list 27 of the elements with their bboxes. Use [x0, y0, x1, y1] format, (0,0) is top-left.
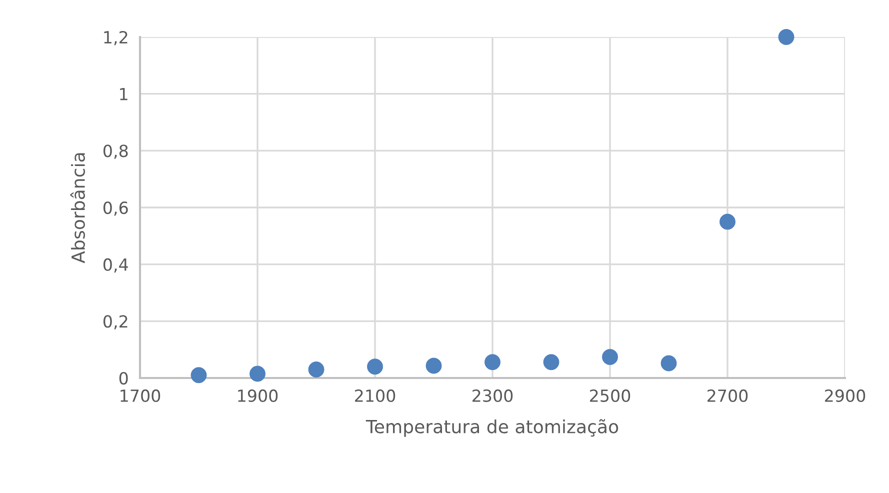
point: [778, 29, 794, 45]
y-axis-title: Absorbância: [70, 153, 85, 264]
point: [484, 354, 500, 370]
point: [660, 355, 677, 372]
point: [602, 348, 618, 365]
y-tick-label: 0: [119, 372, 128, 385]
point: [720, 214, 736, 230]
x-axis-title: Temperatura de atomização: [366, 419, 618, 437]
y-tick-label: 1: [120, 88, 128, 100]
point: [426, 358, 442, 374]
y-tick-label: 0,2: [103, 315, 128, 330]
x-tick-label: 2700: [708, 389, 748, 402]
x-tick-label: 1900: [238, 389, 278, 402]
y-tick-label: 0,6: [103, 201, 128, 216]
x-tick-label: 2100: [355, 389, 396, 402]
point: [190, 367, 207, 384]
y-tick-label: 0,8: [103, 144, 128, 159]
point: [250, 366, 266, 382]
x-tick-label: 2500: [590, 389, 630, 402]
point: [543, 354, 560, 370]
y-tick-label: 1,2: [104, 30, 128, 46]
point: [367, 358, 383, 375]
y-tick-label: 0,4: [103, 258, 128, 273]
x-tick-label: 2300: [472, 389, 513, 402]
x-tick-label: 2900: [825, 389, 866, 402]
x-tick-label: 1700: [120, 389, 160, 402]
point: [308, 361, 324, 378]
